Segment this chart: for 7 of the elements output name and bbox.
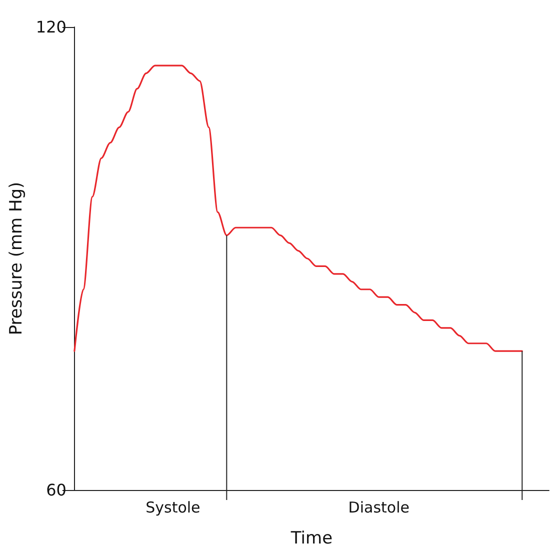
x-tick-label: Systole bbox=[146, 498, 200, 516]
line-series bbox=[74, 64, 523, 352]
x-tick-label: Diastole bbox=[348, 498, 410, 516]
y-tick-label: 60 bbox=[46, 480, 66, 500]
y-axis-title: Pressure (mm Hg) bbox=[6, 182, 26, 336]
y-tick-label: 120 bbox=[36, 18, 66, 36]
x-axis-title: Time bbox=[290, 528, 333, 548]
